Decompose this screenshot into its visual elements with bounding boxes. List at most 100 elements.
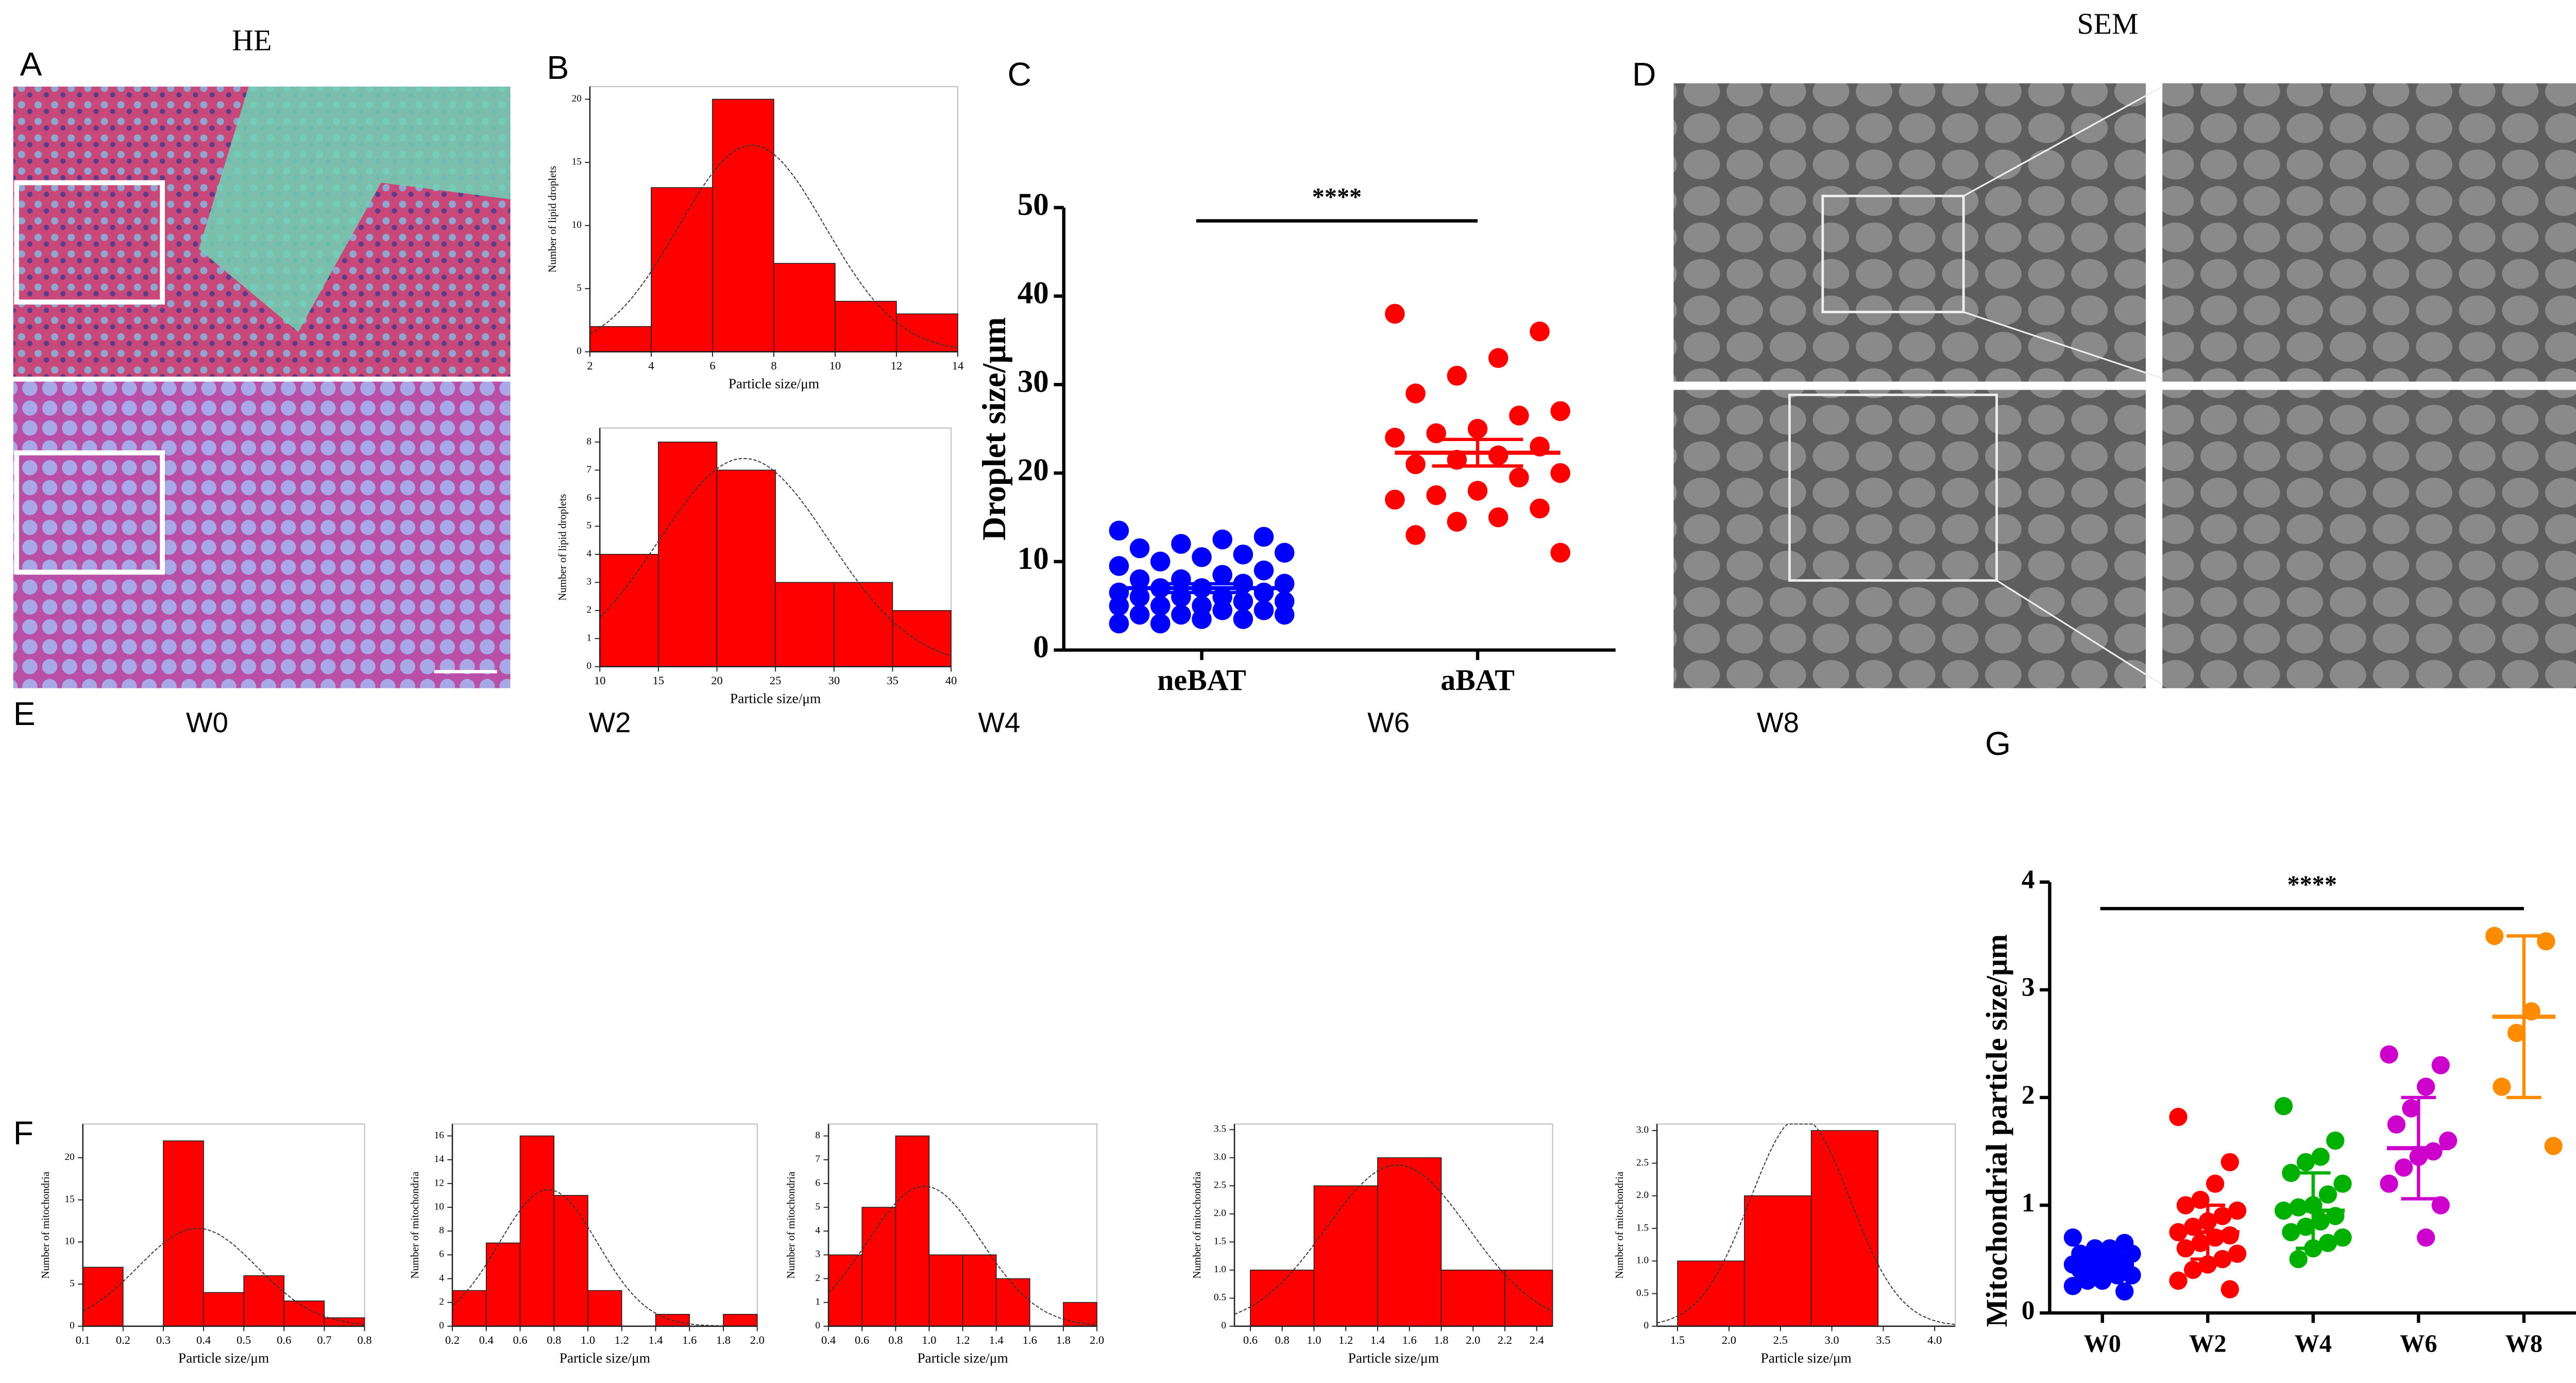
y-tick-label: 2 bbox=[815, 1273, 820, 1284]
y-tick-label: 0 bbox=[1033, 630, 1049, 665]
x-tick-label: 0.1 bbox=[76, 1334, 90, 1346]
significance-label: **** bbox=[2287, 871, 2337, 899]
zoom-line bbox=[1996, 580, 2163, 686]
y-tick-label: 2.5 bbox=[1636, 1157, 1649, 1168]
x-tick-label: 0.7 bbox=[317, 1334, 331, 1346]
bar bbox=[773, 263, 836, 352]
x-tick-label: 20 bbox=[711, 674, 723, 687]
bar bbox=[1810, 1130, 1879, 1327]
data-point bbox=[2176, 1239, 2195, 1258]
x-tick-label: 2.5 bbox=[1773, 1334, 1788, 1346]
x-tick-label: 0.4 bbox=[196, 1334, 211, 1346]
x-tick-label: 3.5 bbox=[1876, 1334, 1890, 1346]
fit-curve bbox=[1656, 1123, 1956, 1325]
bar bbox=[835, 300, 897, 352]
data-point bbox=[1550, 543, 1570, 563]
data-point bbox=[2191, 1234, 2210, 1252]
x-tick-label: 2.0 bbox=[750, 1334, 765, 1346]
data-point bbox=[2318, 1185, 2337, 1204]
bar bbox=[828, 1254, 863, 1327]
y-tick-label: 3.0 bbox=[1214, 1152, 1226, 1162]
x-tick-label: 1.5 bbox=[1670, 1334, 1685, 1346]
x-tick-label: 1.4 bbox=[1370, 1334, 1385, 1346]
x-tick-label: 1.6 bbox=[1023, 1334, 1037, 1346]
data-point bbox=[2416, 1077, 2435, 1096]
x-tick-label: 1.6 bbox=[1402, 1334, 1417, 1346]
x-tick-label: 12 bbox=[891, 359, 903, 372]
data-point bbox=[2296, 1153, 2315, 1172]
x-axis-label: Particle size/μm bbox=[730, 690, 821, 706]
bar bbox=[243, 1275, 285, 1327]
data-point bbox=[1171, 534, 1191, 554]
x-tick-label: 0.6 bbox=[277, 1334, 291, 1346]
bar bbox=[589, 326, 652, 352]
x-tick-label: 1.6 bbox=[682, 1334, 697, 1346]
y-tick-label: 2 bbox=[587, 604, 592, 615]
data-point bbox=[2438, 1131, 2458, 1150]
data-point bbox=[1109, 556, 1129, 576]
data-point bbox=[1274, 574, 1295, 594]
zoom-box bbox=[14, 180, 165, 305]
bar bbox=[962, 1254, 997, 1327]
y-tick-label: 15 bbox=[64, 1194, 74, 1205]
bar bbox=[658, 442, 718, 667]
panel-label: A bbox=[20, 45, 42, 82]
x-tick-label: 0.8 bbox=[547, 1334, 561, 1346]
data-point bbox=[2395, 1158, 2413, 1177]
x-tick-label: W8 bbox=[2505, 1330, 2543, 1357]
data-point bbox=[1426, 485, 1447, 505]
data-point bbox=[2063, 1228, 2082, 1247]
data-point bbox=[1385, 303, 1405, 324]
x-tick-label: 10 bbox=[829, 359, 841, 372]
data-point bbox=[1405, 383, 1426, 403]
data-point bbox=[1488, 445, 1509, 466]
panel-label: E bbox=[13, 695, 36, 732]
y-tick-label: 3 bbox=[587, 577, 592, 587]
bar bbox=[861, 1207, 896, 1327]
stage-title: W6 bbox=[1367, 707, 1410, 738]
data-point bbox=[2228, 1201, 2247, 1220]
x-tick-label: 0.8 bbox=[358, 1334, 372, 1346]
data-point bbox=[1509, 406, 1529, 426]
data-point bbox=[1212, 600, 1233, 620]
x-tick-label: 1.2 bbox=[956, 1334, 970, 1346]
x-tick-label: 2.0 bbox=[1722, 1334, 1736, 1346]
y-tick-label: 10 bbox=[64, 1236, 74, 1247]
y-tick-label: 3.0 bbox=[1636, 1125, 1649, 1136]
data-point bbox=[2380, 1045, 2398, 1064]
data-point bbox=[1509, 467, 1529, 487]
y-tick-label: 4 bbox=[815, 1225, 820, 1236]
x-tick-label: 2.2 bbox=[1498, 1334, 1512, 1346]
data-point bbox=[1212, 529, 1233, 550]
x-tick-label: 0.4 bbox=[821, 1334, 836, 1346]
data-point bbox=[2169, 1107, 2188, 1126]
data-point bbox=[1109, 596, 1129, 616]
data-point bbox=[1150, 613, 1171, 634]
y-tick-label: 1 bbox=[2022, 1188, 2035, 1218]
bar bbox=[519, 1135, 555, 1327]
y-tick-label: 8 bbox=[815, 1130, 820, 1141]
x-tick-label: 35 bbox=[887, 674, 899, 687]
fit-curve bbox=[1234, 1164, 1553, 1315]
data-point bbox=[2213, 1207, 2232, 1225]
bar bbox=[452, 1290, 487, 1327]
x-tick-label: 1.8 bbox=[1056, 1334, 1071, 1346]
y-tick-label: 8 bbox=[439, 1225, 444, 1236]
y-axis-label: Droplet size/μm bbox=[976, 317, 1012, 541]
data-point bbox=[1129, 587, 1150, 607]
data-point bbox=[2431, 1196, 2450, 1215]
y-tick-label: 6 bbox=[587, 492, 592, 503]
y-tick-label: 3 bbox=[2022, 973, 2035, 1002]
sem-image bbox=[1673, 83, 2146, 382]
stage-title: W0 bbox=[186, 707, 228, 738]
bar bbox=[723, 1313, 758, 1327]
he-image bbox=[13, 381, 511, 688]
bar bbox=[895, 1135, 930, 1327]
x-tick-label: 4.0 bbox=[1927, 1334, 1942, 1346]
y-tick-label: 5 bbox=[587, 520, 592, 531]
bar bbox=[283, 1300, 325, 1327]
data-point bbox=[1233, 591, 1253, 612]
y-tick-label: 20 bbox=[572, 93, 582, 104]
data-point bbox=[1405, 454, 1426, 475]
y-tick-label: 1 bbox=[587, 633, 592, 644]
